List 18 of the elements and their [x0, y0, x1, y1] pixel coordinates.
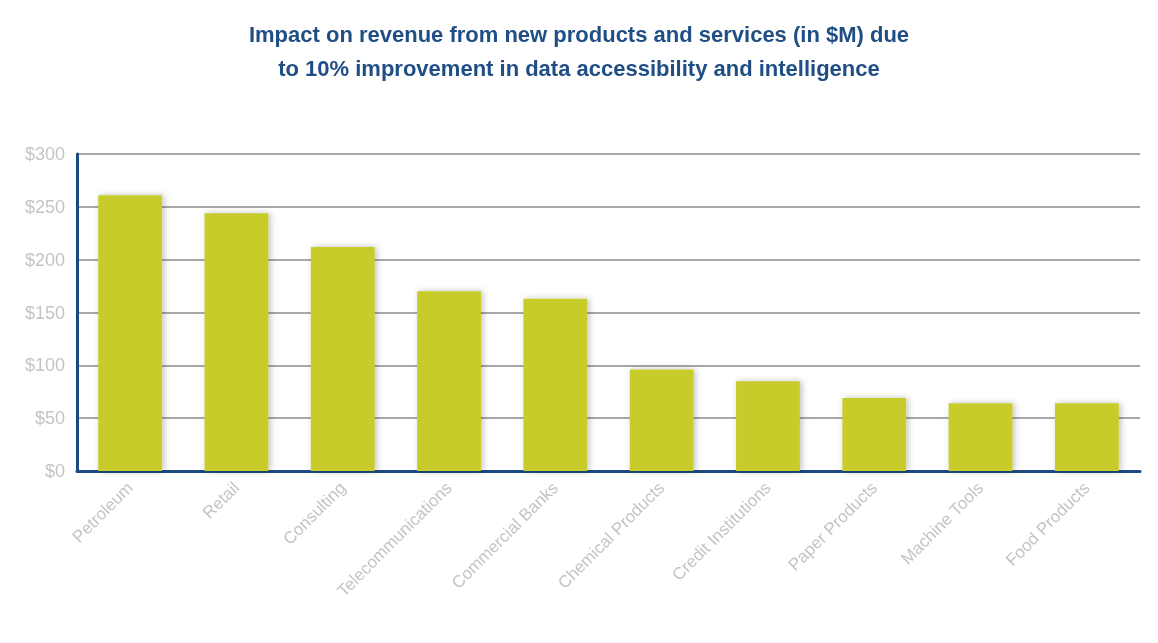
y-tick-label: $150	[24, 302, 65, 323]
bar	[948, 403, 1013, 471]
bar	[736, 381, 800, 471]
bar	[629, 369, 694, 471]
y-tick-label: $100	[24, 355, 65, 376]
chart-title: Impact on revenue from new products and services (in $M) due to 10% improvement in data accessibility and intelligence	[248, 21, 910, 81]
y-tick-label: $0	[44, 461, 65, 481]
bar	[98, 195, 163, 471]
y-tick-label: $50	[34, 408, 65, 429]
bar	[310, 246, 375, 471]
bar	[842, 398, 907, 471]
bar	[1054, 403, 1119, 471]
bar	[523, 298, 588, 471]
y-tick-label: $200	[24, 249, 65, 270]
bar	[417, 291, 481, 471]
bar	[204, 213, 269, 471]
y-tick-label: $300	[24, 144, 65, 164]
y-tick-label: $250	[24, 196, 65, 217]
